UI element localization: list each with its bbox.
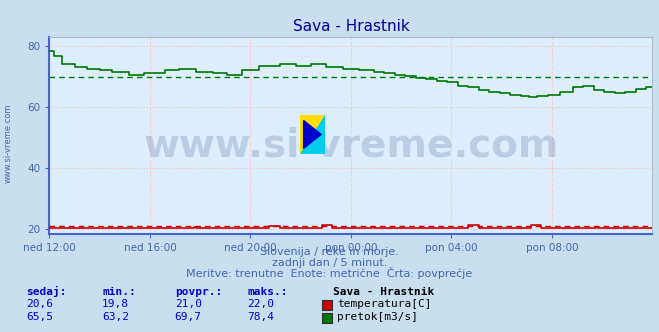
Text: 20,6: 20,6: [26, 299, 53, 309]
Text: 78,4: 78,4: [247, 312, 274, 322]
Text: 19,8: 19,8: [102, 299, 129, 309]
Text: 21,0: 21,0: [175, 299, 202, 309]
Polygon shape: [300, 115, 325, 154]
Text: temperatura[C]: temperatura[C]: [337, 299, 432, 309]
Text: min.:: min.:: [102, 287, 136, 297]
Text: www.si-vreme.com: www.si-vreme.com: [3, 103, 13, 183]
Text: povpr.:: povpr.:: [175, 287, 222, 297]
Text: pretok[m3/s]: pretok[m3/s]: [337, 312, 418, 322]
Text: 22,0: 22,0: [247, 299, 274, 309]
Text: Meritve: trenutne  Enote: metrične  Črta: povprečje: Meritve: trenutne Enote: metrične Črta: …: [186, 267, 473, 279]
Title: Sava - Hrastnik: Sava - Hrastnik: [293, 19, 409, 34]
Text: www.si-vreme.com: www.si-vreme.com: [143, 126, 559, 164]
Text: 69,7: 69,7: [175, 312, 202, 322]
Text: zadnji dan / 5 minut.: zadnji dan / 5 minut.: [272, 258, 387, 268]
Polygon shape: [300, 115, 325, 154]
Text: Sava - Hrastnik: Sava - Hrastnik: [333, 287, 434, 297]
Text: 65,5: 65,5: [26, 312, 53, 322]
Polygon shape: [304, 121, 321, 148]
Text: Slovenija / reke in morje.: Slovenija / reke in morje.: [260, 247, 399, 257]
Text: sedaj:: sedaj:: [26, 286, 67, 297]
Text: maks.:: maks.:: [247, 287, 287, 297]
Text: 63,2: 63,2: [102, 312, 129, 322]
